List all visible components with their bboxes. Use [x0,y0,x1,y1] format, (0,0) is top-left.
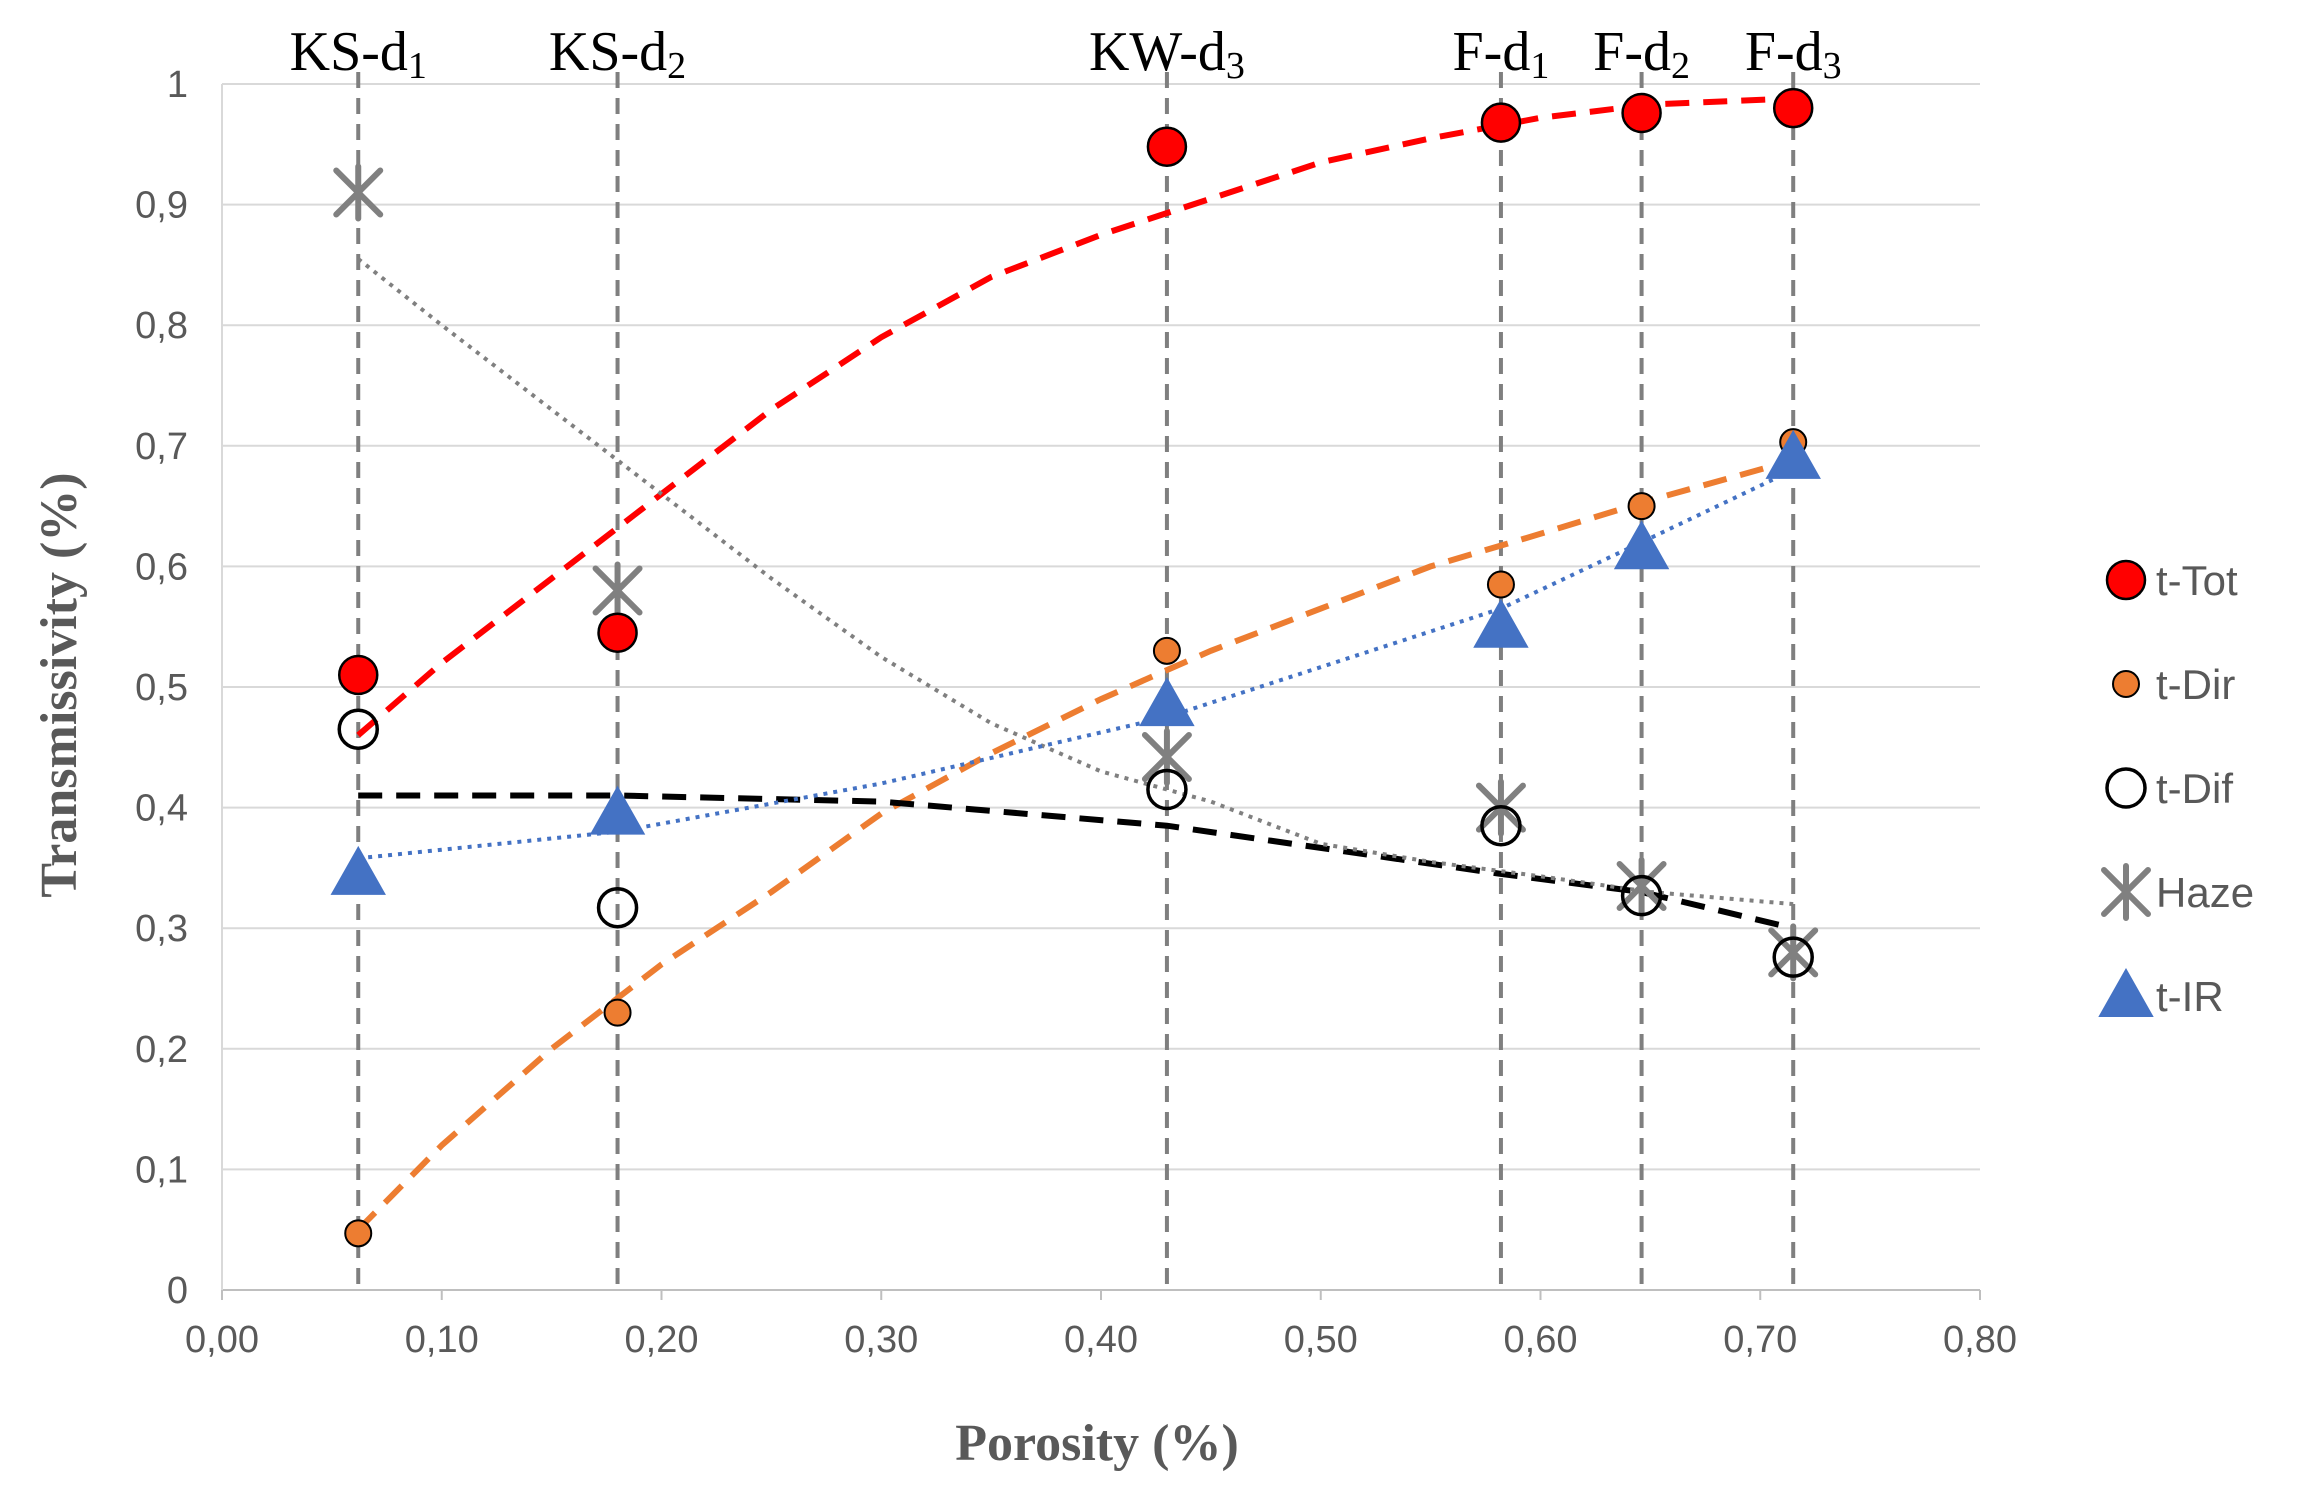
legend-marker [2098,967,2154,1017]
t-tot-point [1146,126,1188,167]
x-tick-label: 0,30 [844,1319,918,1361]
t-dif-point [1146,768,1188,811]
x-tick-label: 0,40 [1064,1319,1138,1361]
t-ir-point [1473,598,1529,648]
t-ir-point [589,785,646,835]
legend-marker [2105,559,2147,601]
trendline-t-dif [358,792,1794,932]
t-dif-point [337,708,379,750]
x-tick-label: 0,60 [1504,1319,1578,1361]
sample-label: KS-d1 [290,21,427,87]
haze-point [1616,856,1667,915]
t-dir-point [1152,636,1181,665]
legend-marker [2101,863,2151,921]
y-tick-label: 0,2 [135,1029,188,1071]
x-tick-label: 0,50 [1284,1319,1358,1361]
legend-label: t-Dif [2156,765,2233,812]
legend-label: t-IR [2156,973,2224,1020]
t-tot-point [597,612,638,653]
y-tick-label: 0,7 [135,426,188,468]
x-axis-title: Porosity (%) [955,1415,1239,1472]
haze-point [333,163,384,222]
y-tick-label: 0 [167,1270,188,1312]
legend-label: t-Dir [2156,661,2235,708]
series-t-ir [330,429,1821,895]
data-markers [330,87,1821,1248]
t-dir-point [1486,570,1515,599]
t-dir-point [603,998,632,1027]
t-dif-point [1772,936,1814,978]
legend-label: Haze [2156,869,2254,916]
legend-entry: t-IR [2098,967,2224,1020]
sample-label: KW-d3 [1089,21,1245,87]
x-tick-label: 0,80 [1943,1319,2017,1361]
legend-entry: t-Tot [2105,557,2238,604]
x-tick-label: 0,00 [185,1319,259,1361]
axis-layer: 0 0,1 0,2 0,3 0,4 0,5 0,6 0,7 0,8 0,9 1 0,00 0,10 0,2… [135,64,2017,1361]
t-tot-point [1480,102,1522,143]
t-ir-point [1613,520,1670,570]
sample-label: KS-d2 [549,21,686,87]
t-ir-point [1765,429,1821,479]
t-dif-point [1620,874,1663,917]
y-tick-label: 0,9 [135,185,188,227]
t-ir-point [1139,677,1195,727]
series-t-tot [337,87,1814,696]
x-tick-label: 0,20 [625,1319,699,1361]
legend-entry: t-Dir [2112,661,2235,708]
y-tick-label: 1 [167,64,188,106]
trendline-haze [356,257,1794,907]
x-tick-label: 0,70 [1723,1319,1797,1361]
sample-label: F-d3 [1745,21,1842,87]
legend: t-Tot t-Dir t-Dif Haze t-IR [2098,557,2254,1020]
trendline-t-dir [356,457,1795,1232]
t-dir-point [1627,492,1656,521]
haze-point [592,561,643,620]
series-t-dif [337,708,1814,978]
legend-label: t-Tot [2156,557,2238,604]
y-tick-label: 0,5 [135,667,188,709]
t-tot-point [1621,92,1662,134]
sample-label: F-d2 [1593,21,1690,87]
sample-label: F-d1 [1453,21,1550,87]
y-tick-label: 0,4 [135,788,188,830]
t-dir-point [344,1219,373,1248]
y-tick-label: 0,3 [135,908,188,950]
legend-marker [2112,670,2140,698]
t-tot-point [337,654,379,696]
sample-labels: KS-d1 KS-d2 KW-d3 F-d1 F-d2 F-d3 [290,21,1842,87]
trendline-t-tot [356,95,1794,738]
y-tick-label: 0,6 [135,546,188,588]
x-tick-label: 0,10 [405,1319,479,1361]
t-dif-point [596,886,639,929]
legend-marker [2105,767,2147,809]
legend-entry: t-Dif [2105,765,2233,812]
y-tick-label: 0,8 [135,305,188,347]
grid-layer [222,83,1980,1171]
t-tot-point [1772,87,1814,129]
t-ir-point [330,845,386,895]
y-tick-label: 0,1 [135,1149,188,1191]
legend-entry: Haze [2101,863,2254,921]
y-axis-title: Transmissivity (%) [31,472,88,897]
t-dif-point [1480,804,1522,847]
haze-point [1141,727,1192,786]
